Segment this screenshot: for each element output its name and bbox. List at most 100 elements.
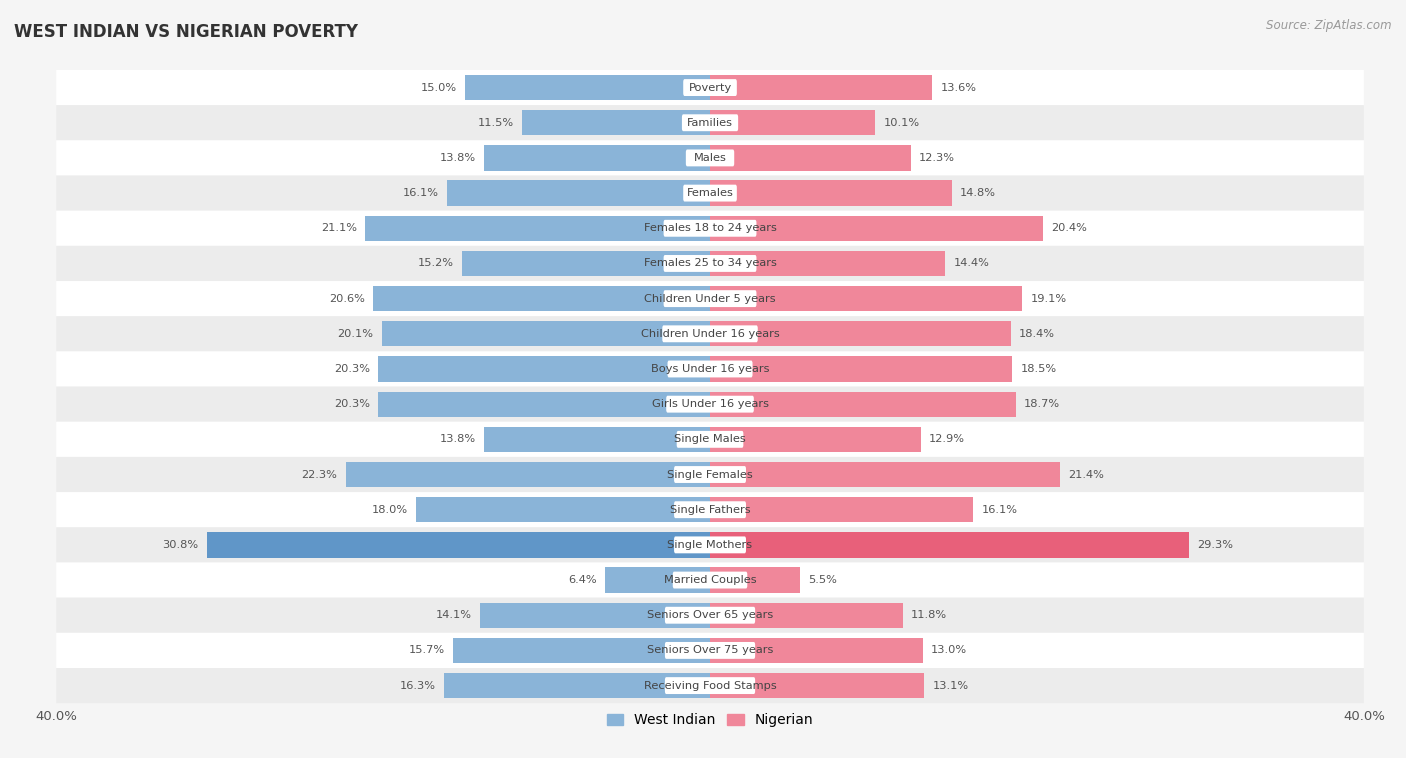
Text: Married Couples: Married Couples: [664, 575, 756, 585]
FancyBboxPatch shape: [664, 290, 756, 307]
Text: Single Females: Single Females: [668, 469, 752, 480]
Bar: [710, 391, 1015, 417]
Bar: [710, 146, 911, 171]
FancyBboxPatch shape: [56, 492, 1364, 528]
FancyBboxPatch shape: [56, 387, 1364, 421]
FancyBboxPatch shape: [56, 562, 1364, 597]
Text: 16.3%: 16.3%: [399, 681, 436, 691]
FancyBboxPatch shape: [665, 642, 755, 659]
Bar: [378, 391, 710, 417]
Legend: West Indian, Nigerian: West Indian, Nigerian: [602, 708, 818, 733]
Text: 12.3%: 12.3%: [920, 153, 955, 163]
Text: 13.1%: 13.1%: [932, 681, 969, 691]
Text: Single Fathers: Single Fathers: [669, 505, 751, 515]
Text: Children Under 5 years: Children Under 5 years: [644, 293, 776, 304]
Bar: [710, 321, 1011, 346]
Text: 12.9%: 12.9%: [929, 434, 965, 444]
FancyBboxPatch shape: [683, 79, 737, 96]
Text: 22.3%: 22.3%: [301, 469, 337, 480]
FancyBboxPatch shape: [56, 421, 1364, 457]
FancyBboxPatch shape: [56, 70, 1364, 105]
Text: 14.8%: 14.8%: [960, 188, 995, 198]
Bar: [444, 673, 710, 698]
Text: 11.5%: 11.5%: [478, 117, 515, 128]
Bar: [485, 146, 710, 171]
Bar: [207, 532, 710, 558]
FancyBboxPatch shape: [56, 281, 1364, 316]
Bar: [479, 603, 710, 628]
Bar: [416, 497, 710, 522]
Text: Single Mothers: Single Mothers: [668, 540, 752, 550]
Bar: [710, 356, 1012, 382]
FancyBboxPatch shape: [662, 325, 758, 343]
FancyBboxPatch shape: [666, 396, 754, 412]
Text: Boys Under 16 years: Boys Under 16 years: [651, 364, 769, 374]
Text: 18.5%: 18.5%: [1021, 364, 1057, 374]
Bar: [366, 215, 710, 241]
Bar: [710, 286, 1022, 312]
Text: 16.1%: 16.1%: [402, 188, 439, 198]
Text: 13.0%: 13.0%: [931, 645, 967, 656]
Text: 13.8%: 13.8%: [440, 153, 477, 163]
Text: 20.1%: 20.1%: [337, 329, 374, 339]
Text: Families: Families: [688, 117, 733, 128]
Bar: [710, 251, 945, 276]
FancyBboxPatch shape: [682, 114, 738, 131]
FancyBboxPatch shape: [673, 466, 747, 483]
Text: 30.8%: 30.8%: [162, 540, 198, 550]
FancyBboxPatch shape: [56, 597, 1364, 633]
Bar: [710, 603, 903, 628]
Bar: [710, 637, 922, 663]
Bar: [710, 497, 973, 522]
Text: 21.1%: 21.1%: [321, 224, 357, 233]
Bar: [606, 568, 710, 593]
Text: Females 18 to 24 years: Females 18 to 24 years: [644, 224, 776, 233]
Text: 18.0%: 18.0%: [371, 505, 408, 515]
Text: 15.2%: 15.2%: [418, 258, 453, 268]
Text: 6.4%: 6.4%: [568, 575, 598, 585]
FancyBboxPatch shape: [668, 361, 752, 377]
Text: 10.1%: 10.1%: [883, 117, 920, 128]
Text: Source: ZipAtlas.com: Source: ZipAtlas.com: [1267, 19, 1392, 32]
Bar: [710, 180, 952, 205]
Bar: [710, 215, 1043, 241]
Text: 13.8%: 13.8%: [440, 434, 477, 444]
FancyBboxPatch shape: [56, 668, 1364, 703]
Text: 14.4%: 14.4%: [953, 258, 990, 268]
Text: 20.3%: 20.3%: [335, 399, 370, 409]
Text: 14.1%: 14.1%: [436, 610, 471, 620]
Bar: [710, 532, 1189, 558]
FancyBboxPatch shape: [686, 149, 734, 166]
FancyBboxPatch shape: [665, 677, 755, 694]
Text: 15.7%: 15.7%: [409, 645, 446, 656]
Text: Females: Females: [686, 188, 734, 198]
Bar: [710, 110, 875, 136]
Bar: [710, 462, 1060, 487]
Text: Males: Males: [693, 153, 727, 163]
FancyBboxPatch shape: [672, 572, 748, 588]
FancyBboxPatch shape: [56, 176, 1364, 211]
Text: 15.0%: 15.0%: [420, 83, 457, 92]
Bar: [453, 637, 710, 663]
Text: 11.8%: 11.8%: [911, 610, 948, 620]
Bar: [710, 673, 924, 698]
Bar: [374, 286, 710, 312]
Text: Seniors Over 65 years: Seniors Over 65 years: [647, 610, 773, 620]
FancyBboxPatch shape: [56, 528, 1364, 562]
Bar: [710, 568, 800, 593]
Bar: [346, 462, 710, 487]
FancyBboxPatch shape: [673, 537, 747, 553]
Text: Girls Under 16 years: Girls Under 16 years: [651, 399, 769, 409]
Bar: [378, 356, 710, 382]
Bar: [710, 427, 921, 452]
FancyBboxPatch shape: [683, 185, 737, 202]
FancyBboxPatch shape: [664, 220, 756, 236]
Bar: [461, 251, 710, 276]
Text: Receiving Food Stamps: Receiving Food Stamps: [644, 681, 776, 691]
FancyBboxPatch shape: [56, 140, 1364, 176]
FancyBboxPatch shape: [673, 501, 747, 518]
Bar: [485, 427, 710, 452]
Text: Poverty: Poverty: [689, 83, 731, 92]
Text: 20.3%: 20.3%: [335, 364, 370, 374]
Text: 18.4%: 18.4%: [1019, 329, 1054, 339]
